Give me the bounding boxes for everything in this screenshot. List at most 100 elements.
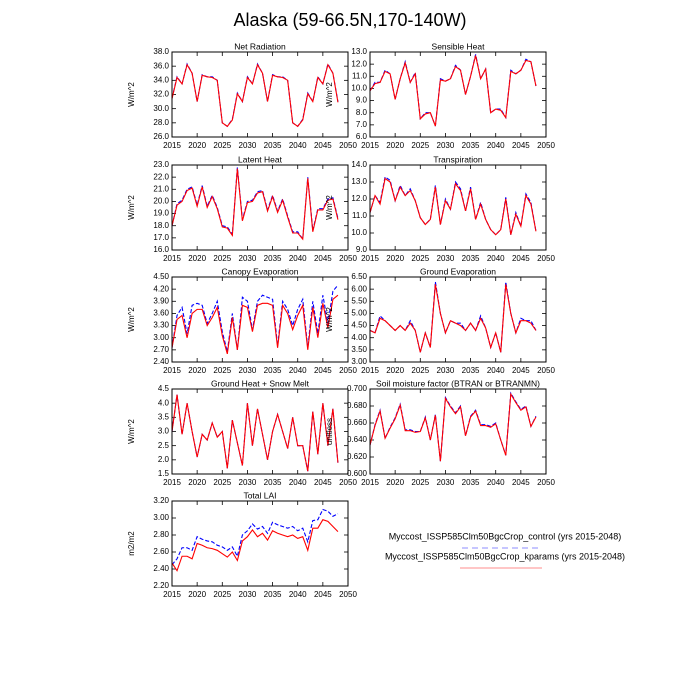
legend-label: Myccost_ISSP585Clm50BgcCrop_kparams (yrs…	[385, 551, 625, 561]
x-tick-label: 2025	[411, 141, 429, 150]
page-title: Alaska (59-66.5N,170-140W)	[233, 10, 466, 30]
x-tick-label: 2040	[487, 366, 505, 375]
y-tick-label: 13.0	[351, 47, 367, 56]
x-tick-label: 2020	[188, 141, 206, 150]
x-tick-label: 2030	[437, 478, 455, 487]
y-tick-label: 3.00	[351, 357, 367, 366]
y-tick-label: 34.0	[153, 75, 169, 84]
x-tick-label: 2025	[411, 254, 429, 263]
plot-frame	[369, 51, 547, 138]
y-tick-label: 4.50	[153, 272, 169, 281]
plot-frame	[171, 164, 349, 251]
x-tick-label: 2020	[188, 254, 206, 263]
x-tick-label: 2030	[239, 254, 257, 263]
x-tick-label: 2035	[462, 141, 480, 150]
y-tick-label: 17.0	[153, 233, 169, 242]
x-tick-label: 2020	[386, 141, 404, 150]
legend-label: Myccost_ISSP585Clm50BgcCrop_control (yrs…	[389, 531, 622, 541]
x-tick-label: 2030	[239, 141, 257, 150]
panel-title: Net Radiation	[234, 41, 286, 51]
y-tick-label: 19.0	[153, 209, 169, 218]
x-tick-label: 2050	[537, 366, 555, 375]
x-tick-label: 2045	[314, 254, 332, 263]
y-tick-label: 26.0	[153, 132, 169, 141]
x-tick-label: 2015	[163, 141, 181, 150]
x-tick-label: 2040	[289, 478, 307, 487]
y-axis-label: W/m^2	[127, 82, 136, 107]
x-tick-label: 2025	[213, 478, 231, 487]
y-tick-label: 28.0	[153, 118, 169, 127]
x-tick-label: 2050	[339, 590, 357, 599]
x-tick-label: 2025	[411, 366, 429, 375]
x-tick-label: 2040	[487, 254, 505, 263]
y-tick-label: 11.0	[352, 211, 368, 220]
series-line	[171, 63, 339, 128]
y-tick-label: 3.60	[153, 309, 169, 318]
x-tick-label: 2030	[239, 478, 257, 487]
x-tick-label: 2025	[213, 254, 231, 263]
x-tick-label: 2045	[314, 590, 332, 599]
panel-title: Ground Heat + Snow Melt	[211, 378, 310, 388]
y-tick-label: 10.0	[351, 228, 367, 237]
y-tick-label: 38.0	[153, 47, 169, 56]
x-tick-label: 2030	[437, 254, 455, 263]
series-line	[171, 508, 339, 566]
x-tick-label: 2030	[437, 141, 455, 150]
y-tick-label: 21.0	[153, 184, 169, 193]
x-tick-label: 2035	[462, 254, 480, 263]
x-tick-label: 2020	[188, 590, 206, 599]
x-tick-label: 2035	[462, 366, 480, 375]
x-tick-label: 2020	[188, 366, 206, 375]
y-tick-label: 10.0	[351, 84, 367, 93]
x-tick-label: 2035	[264, 366, 282, 375]
plot-frame	[171, 500, 349, 587]
y-tick-label: 4.5	[158, 384, 170, 393]
y-tick-label: 20.0	[153, 197, 169, 206]
y-axis-label: W/m^2	[325, 307, 334, 332]
x-tick-label: 2020	[188, 478, 206, 487]
y-tick-label: 2.40	[153, 357, 169, 366]
x-tick-label: 2020	[386, 254, 404, 263]
x-tick-label: 2015	[361, 141, 379, 150]
y-axis-label: W/m^2	[325, 195, 334, 220]
panel-title: Soil moisture factor (BTRAN or BTRANMN)	[376, 378, 540, 388]
y-axis-label: W/m^2	[325, 82, 334, 107]
x-tick-label: 2025	[213, 141, 231, 150]
series-line	[171, 168, 339, 241]
plot-frame	[369, 164, 547, 251]
y-tick-label: 1.5	[158, 469, 170, 478]
y-tick-label: 4.0	[158, 398, 170, 407]
panel-title: Total LAI	[243, 490, 276, 500]
x-tick-label: 2045	[314, 478, 332, 487]
y-tick-label: 14.0	[351, 160, 367, 169]
x-tick-label: 2030	[239, 590, 257, 599]
x-tick-label: 2020	[386, 366, 404, 375]
y-tick-label: 2.20	[153, 581, 169, 590]
y-axis-label: W/m^2	[127, 419, 136, 444]
y-tick-label: 6.50	[351, 272, 367, 281]
y-tick-label: 3.5	[158, 412, 170, 421]
y-tick-label: 4.50	[351, 321, 367, 330]
x-tick-label: 2040	[289, 590, 307, 599]
x-tick-label: 2015	[361, 478, 379, 487]
y-tick-label: 8.0	[356, 108, 368, 117]
y-tick-label: 2.70	[153, 345, 169, 354]
x-tick-label: 2035	[264, 254, 282, 263]
y-tick-label: 0.660	[347, 418, 368, 427]
y-tick-label: 4.20	[153, 284, 169, 293]
y-tick-label: 2.0	[158, 455, 170, 464]
y-tick-label: 3.20	[153, 496, 169, 505]
plot-frame	[171, 276, 349, 363]
y-tick-label: 3.50	[351, 345, 367, 354]
series-line	[369, 284, 537, 353]
y-tick-label: 2.5	[158, 441, 170, 450]
panel-title: Latent Heat	[238, 154, 283, 164]
x-tick-label: 2015	[361, 254, 379, 263]
y-tick-label: 0.640	[347, 435, 368, 444]
x-tick-label: 2050	[537, 478, 555, 487]
x-tick-label: 2045	[512, 254, 530, 263]
x-tick-label: 2015	[163, 478, 181, 487]
y-tick-label: 6.0	[356, 132, 368, 141]
